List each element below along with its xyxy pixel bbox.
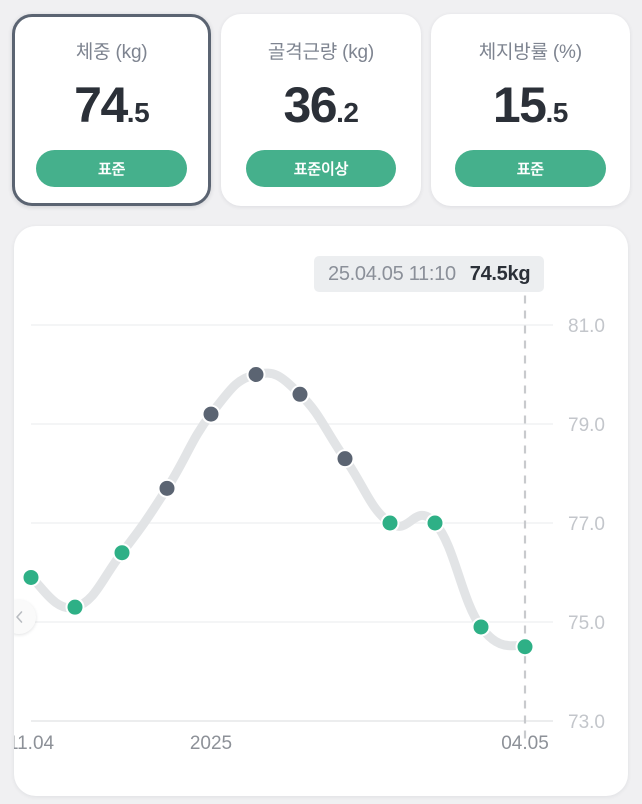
metric-value-decimal: .5 — [126, 97, 150, 128]
metric-card-weight[interactable]: 체중 (kg) 74 .5 표준 — [12, 14, 212, 206]
metric-value-integer: 15 — [492, 77, 547, 133]
chart-x-axis-labels: 11.04 2025 04.05 — [14, 733, 549, 754]
metric-card-body-fat[interactable]: 체지방률 (%) 15 .5 표준 — [430, 14, 630, 206]
tooltip-value: 74.5kg — [469, 262, 531, 285]
metric-cards-row: 체중 (kg) 74 .5 표준 골격근량 (kg) 36 .2 표준이상 체지… — [12, 14, 630, 206]
svg-text:79.0: 79.0 — [568, 415, 605, 436]
metric-value-integer: 36 — [283, 77, 338, 133]
metric-card-label: 골격근량 (kg) — [267, 42, 375, 63]
weight-chart-card[interactable]: 81.0 79.0 77.0 75.0 73.0 11.04 2025 04.05 — [14, 226, 628, 796]
metric-status-badge: 표준 — [36, 150, 188, 187]
metric-card-label: 체지방률 (%) — [478, 42, 582, 63]
metric-card-value: 74 .5 — [74, 80, 149, 130]
metric-value-integer: 74 — [74, 77, 128, 133]
chevron-left-icon — [14, 610, 25, 624]
svg-text:81.0: 81.0 — [568, 316, 605, 337]
metric-status-badge: 표준 — [454, 150, 606, 187]
metric-status-badge: 표준이상 — [245, 150, 397, 187]
svg-text:2025: 2025 — [190, 733, 232, 754]
chart-plot-area[interactable]: 81.0 79.0 77.0 75.0 73.0 11.04 2025 04.05 — [14, 226, 628, 796]
chart-prev-button[interactable] — [14, 600, 36, 634]
tooltip-date: 25.04.05 11:10 — [328, 262, 456, 285]
svg-text:77.0: 77.0 — [568, 514, 605, 535]
svg-text:75.0: 75.0 — [568, 613, 605, 634]
svg-text:04.05: 04.05 — [501, 733, 549, 754]
metric-card-value: 15 .5 — [493, 80, 568, 130]
chart-tooltip: 25.04.05 11:10 74.5kg — [314, 256, 545, 292]
chart-data-points[interactable] — [21, 365, 535, 657]
svg-text:11.04: 11.04 — [14, 733, 54, 754]
svg-text:73.0: 73.0 — [568, 712, 605, 733]
chart-y-axis-labels: 81.0 79.0 77.0 75.0 73.0 — [568, 316, 605, 733]
metric-value-decimal: .2 — [336, 97, 359, 128]
metric-card-value: 36 .2 — [284, 80, 359, 130]
metric-card-muscle-mass[interactable]: 골격근량 (kg) 36 .2 표준이상 — [221, 14, 421, 206]
metric-value-decimal: .5 — [545, 97, 568, 128]
metric-card-label: 체중 (kg) — [75, 42, 148, 63]
weight-line-chart[interactable]: 81.0 79.0 77.0 75.0 73.0 11.04 2025 04.05 — [14, 226, 628, 796]
chart-series-line — [26, 368, 530, 652]
